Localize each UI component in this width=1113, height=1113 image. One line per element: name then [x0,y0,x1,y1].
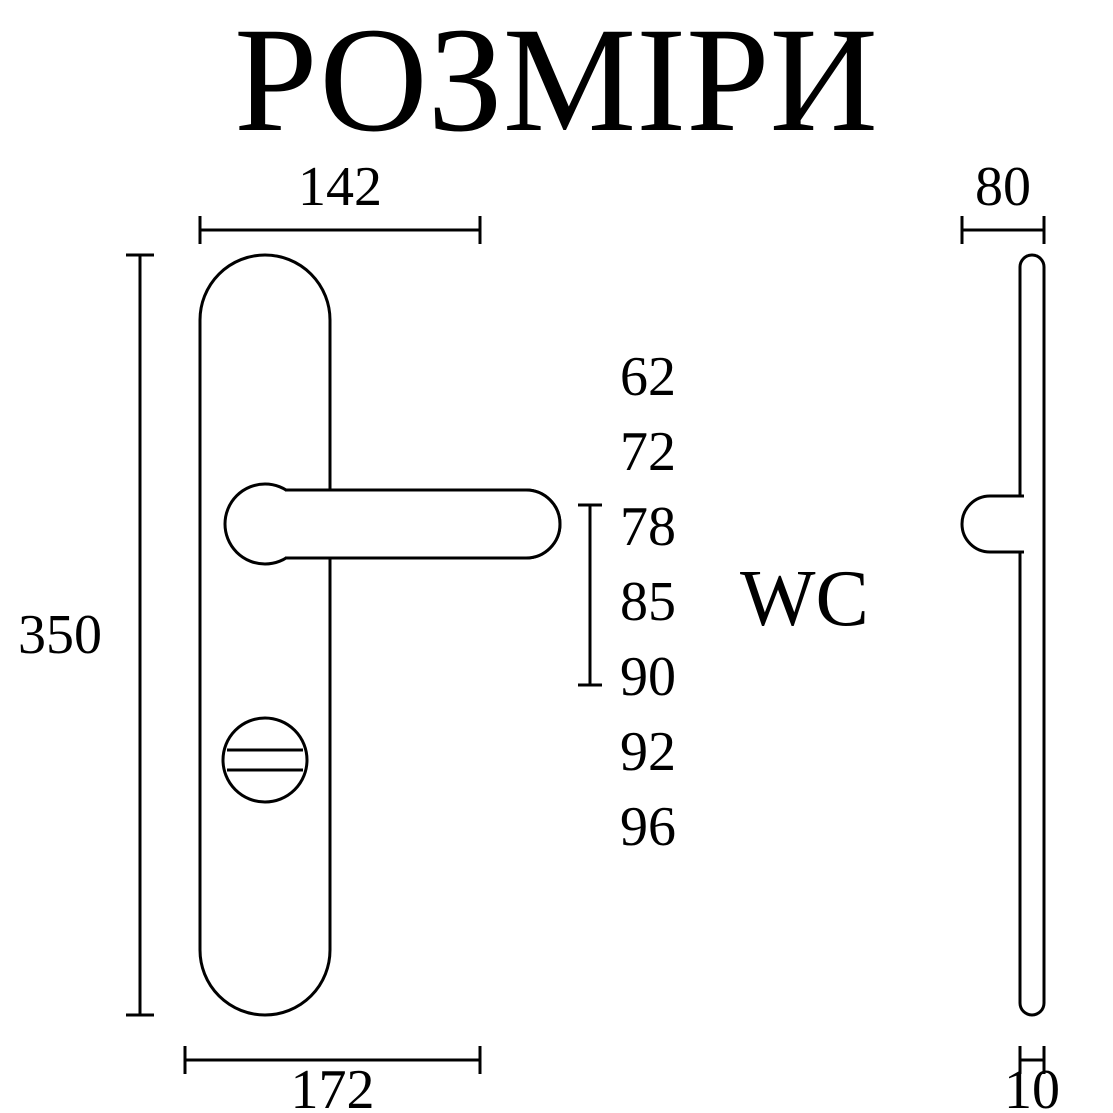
spacing-value-5: 92 [620,721,676,783]
dim-plate-width-label: 172 [291,1059,375,1113]
spacing-value-1: 72 [620,421,676,483]
side-backplate [1020,255,1044,1015]
spacing-value-0: 62 [620,346,676,408]
dim-thickness-label: 10 [1004,1059,1060,1113]
spacing-value-3: 85 [620,571,676,633]
spacing-value-2: 78 [620,496,676,558]
dim-handle-length-label: 142 [298,156,382,218]
spacing-value-4: 90 [620,646,676,708]
front-lever-body [285,490,560,558]
front-backplate [200,255,330,1015]
side-lever [962,496,1024,552]
dim-height-label: 350 [18,604,102,666]
dimension-diagram: РОЗМІРИ142 80 350 172 10 62 72 78 85 90 92 96 WC [0,0,1113,1113]
front-wc-knob [223,718,307,802]
spacing-value-6: 96 [620,796,676,858]
wc-label: WC [740,555,869,643]
dim-side-handle-label: 80 [975,156,1031,218]
title: РОЗМІРИ [234,0,878,163]
